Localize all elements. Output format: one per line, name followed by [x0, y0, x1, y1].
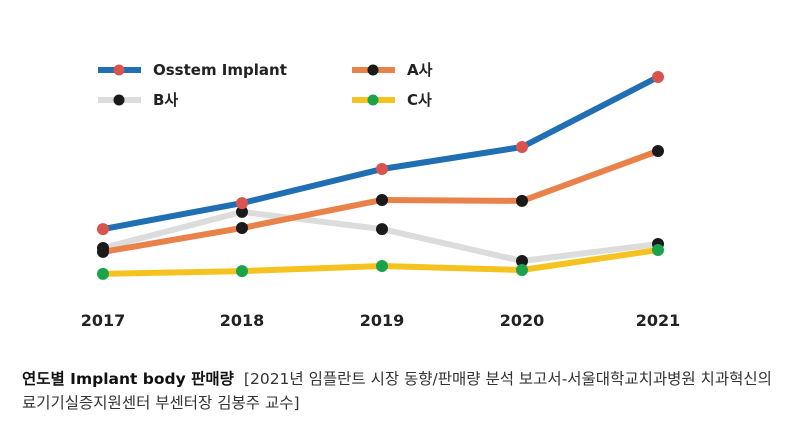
legend-label-osstem-implant: Osstem Implant — [153, 61, 287, 79]
legend-label-b-company: B사 — [153, 91, 178, 109]
data-point-c-company-2021 — [652, 244, 664, 256]
legend-swatch-marker-a-company — [367, 64, 379, 76]
legend-label-c-company: C사 — [407, 91, 432, 109]
x-tick-label-2019: 2019 — [360, 311, 405, 330]
line-chart: Osstem Implant A사 B사 C사 2017 2018 2019 2020 202… — [81, 61, 681, 330]
legend-swatch-marker-c-company — [367, 94, 379, 106]
caption-source: [2021년 임플란트 시장 동향/판매량 분석 보고서-서울대학교치과병원 치… — [22, 370, 772, 412]
caption-title: 연도별 Implant body 판매량 — [22, 370, 234, 388]
x-axis-tick-labels: 2017 2018 2019 2020 2021 — [81, 311, 681, 330]
figure-caption: 연도별 Implant body 판매량 [2021년 임플란트 시장 동향/판매… — [22, 367, 782, 415]
x-tick-label-2020: 2020 — [500, 311, 545, 330]
legend-swatch-marker-b-company — [113, 94, 125, 106]
data-point-a-company-2017 — [97, 245, 109, 258]
x-tick-label-2018: 2018 — [220, 311, 265, 330]
data-point-osstem-implant-2017 — [97, 223, 109, 236]
legend-label-a-company: A사 — [407, 61, 433, 79]
data-point-a-company-2021 — [652, 145, 664, 157]
series-markers — [97, 71, 664, 280]
data-point-c-company-2019 — [376, 260, 388, 272]
data-point-b-company-2019 — [376, 223, 388, 236]
data-point-osstem-implant-2018 — [236, 197, 248, 210]
data-point-b-company-2020 — [516, 255, 528, 267]
data-point-a-company-2018 — [236, 222, 248, 234]
series-lines — [100, 74, 661, 277]
data-point-b-company-2018 — [236, 205, 248, 218]
data-point-a-company-2020 — [516, 194, 528, 207]
data-point-osstem-implant-2020 — [516, 141, 528, 153]
legend-swatch-marker-osstem-implant — [113, 64, 125, 76]
legend: Osstem Implant A사 B사 C사 — [98, 61, 433, 109]
data-point-osstem-implant-2021 — [652, 71, 664, 83]
data-point-osstem-implant-2019 — [376, 163, 388, 175]
data-point-a-company-2019 — [376, 194, 388, 206]
x-tick-label-2021: 2021 — [636, 311, 681, 330]
x-tick-label-2017: 2017 — [81, 311, 126, 330]
data-point-c-company-2017 — [97, 267, 109, 280]
data-point-c-company-2018 — [236, 265, 248, 278]
data-point-c-company-2020 — [516, 264, 528, 276]
